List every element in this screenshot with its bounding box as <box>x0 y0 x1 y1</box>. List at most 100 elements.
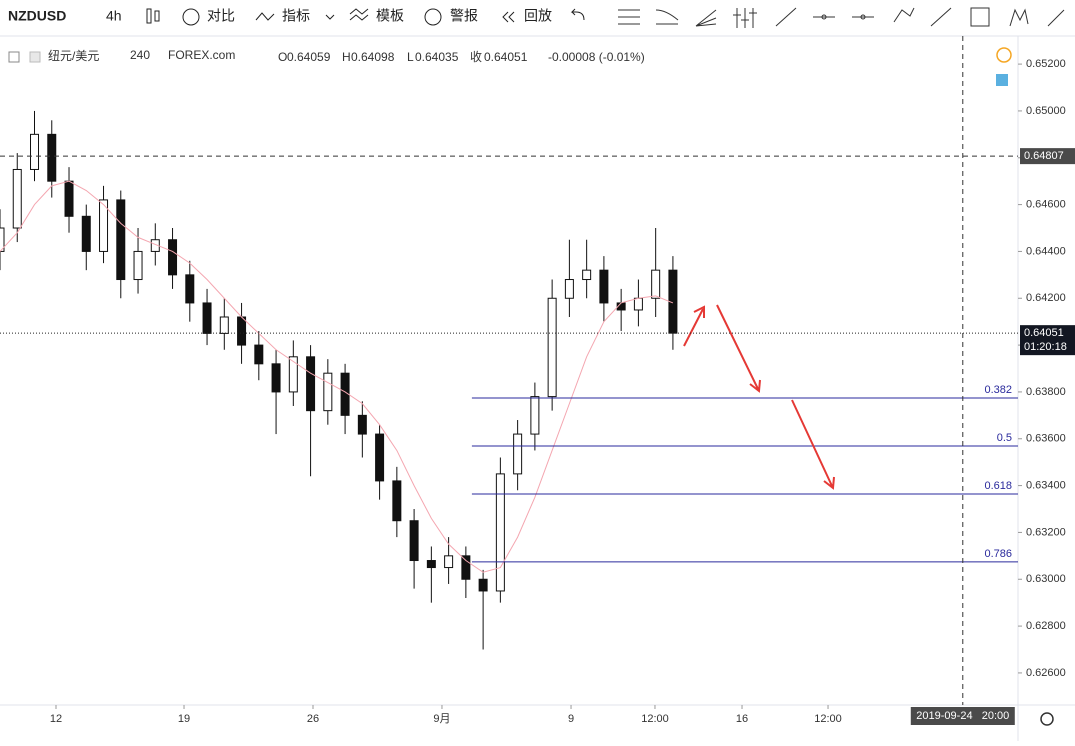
candle-body <box>0 227 5 252</box>
candle-body <box>426 560 436 569</box>
replay-icon[interactable] <box>502 11 515 23</box>
candle-body <box>202 302 212 334</box>
y-tick-label: 0.63800 <box>1026 386 1066 398</box>
candle-body <box>461 555 471 580</box>
alert-icon[interactable] <box>424 8 442 26</box>
x-tick-label: 16 <box>736 713 748 725</box>
crosshair-time-label: 2019-09-24 20:00 <box>916 710 1009 722</box>
x-tick-label: 19 <box>178 713 190 725</box>
toolbar: NZDUSD 4h 对比 指标 模板 警报 回放 <box>0 0 1075 37</box>
candle-icon[interactable] <box>154 10 160 22</box>
candle-body <box>651 269 661 299</box>
candle-body <box>99 199 109 252</box>
ohlc-label: H <box>342 50 351 64</box>
candle-body <box>478 578 488 592</box>
candle-body <box>12 168 22 229</box>
y-tick-label: 0.64600 <box>1026 199 1066 211</box>
symbol[interactable]: NZDUSD <box>8 8 66 24</box>
candle-body <box>392 480 402 522</box>
candle-body <box>81 215 91 252</box>
templates[interactable]: 模板 <box>376 8 404 24</box>
alert[interactable]: 警报 <box>450 8 478 24</box>
last-price-label: 0.64051 <box>1024 327 1064 339</box>
dropdown[interactable] <box>325 14 335 20</box>
y-tick-label: 0.65000 <box>1026 105 1066 117</box>
x-tick-label: 12:00 <box>641 713 669 725</box>
indicator-icon[interactable] <box>255 12 275 21</box>
toolbar-bg <box>0 0 1075 36</box>
flag-icon <box>29 51 41 63</box>
candle-body <box>564 279 574 299</box>
crosshair-time-box <box>910 707 1015 725</box>
candle-body <box>599 269 609 304</box>
fib-label: 0.618 <box>984 480 1012 492</box>
calendar-icon[interactable] <box>996 74 1008 86</box>
candle-body <box>237 316 247 346</box>
candle-body <box>633 297 643 311</box>
ohlc-label: 收 <box>470 50 482 64</box>
x-tick-label: 12 <box>50 713 62 725</box>
replay[interactable]: 回放 <box>524 8 552 24</box>
change: -0.00008 (-0.01%) <box>548 50 645 64</box>
fib-label: 0.5 <box>997 432 1012 444</box>
y-tick-label: 0.64200 <box>1026 292 1066 304</box>
symbol-interval: 240 <box>130 48 150 62</box>
candle-body <box>547 297 557 398</box>
compare[interactable]: 对比 <box>207 8 235 24</box>
candle-body <box>168 239 178 276</box>
candle-body <box>254 344 264 365</box>
candle-body <box>375 433 385 482</box>
y-tick-label: 0.64400 <box>1026 245 1066 257</box>
undo-icon[interactable] <box>570 8 585 21</box>
ohlc-value: 0.64051 <box>484 50 528 64</box>
candle-body <box>185 274 195 304</box>
x-tick-label: 26 <box>307 713 319 725</box>
candle-body <box>219 316 229 334</box>
candle-body <box>288 356 298 393</box>
candle-body <box>116 199 126 281</box>
candle-body <box>530 396 540 435</box>
symbol-source: FOREX.com <box>168 48 235 62</box>
candle-body <box>582 269 592 281</box>
settings-icon[interactable] <box>1040 712 1054 726</box>
candle-icon[interactable] <box>146 8 152 24</box>
last-price-box <box>1020 325 1075 356</box>
crosshair-price-box <box>1020 148 1075 165</box>
annotation-arrows <box>683 304 835 490</box>
candle-body <box>323 372 333 412</box>
ohlc-value: 0.64035 <box>415 50 459 64</box>
fib-label: 0.382 <box>984 384 1012 396</box>
expand-icon[interactable] <box>8 51 20 63</box>
y-tick-label: 0.62800 <box>1026 620 1066 632</box>
fib-label: 0.786 <box>984 548 1012 560</box>
ohlc-value: 0.64059 <box>287 50 331 64</box>
candle-body <box>409 520 419 562</box>
y-tick-label: 0.65200 <box>1026 58 1066 70</box>
symbol-name: 纽元/美元 <box>48 49 99 63</box>
y-tick-label: 0.63200 <box>1026 526 1066 538</box>
x-tick-label: 9月 <box>433 713 450 725</box>
indicators[interactable]: 指标 <box>282 8 310 24</box>
candle-body <box>271 363 281 393</box>
warning-icon[interactable] <box>996 47 1012 63</box>
ohlc-value: 0.64098 <box>351 50 395 64</box>
x-tick-label: 9 <box>568 713 574 725</box>
ohlc-label: L <box>407 50 414 64</box>
crosshair-price-label: 0.64807 <box>1024 150 1064 162</box>
y-tick-label: 0.63600 <box>1026 433 1066 445</box>
interval[interactable]: 4h <box>106 8 122 24</box>
y-tick-label: 0.62600 <box>1026 667 1066 679</box>
symbol-bar: 纽元/美元 240 FOREX.com O 0.64059 H 0.64098 … <box>8 48 645 64</box>
candle-body <box>133 250 143 281</box>
candle-body <box>30 133 40 170</box>
candle-body <box>495 473 505 592</box>
drawing-tools[interactable] <box>618 7 1065 28</box>
template-icon[interactable] <box>349 8 369 21</box>
candle-body <box>357 414 367 435</box>
candle-body <box>47 133 57 182</box>
candle-body <box>64 180 74 217</box>
compare-icon[interactable] <box>182 8 200 26</box>
candle-body <box>444 555 454 569</box>
